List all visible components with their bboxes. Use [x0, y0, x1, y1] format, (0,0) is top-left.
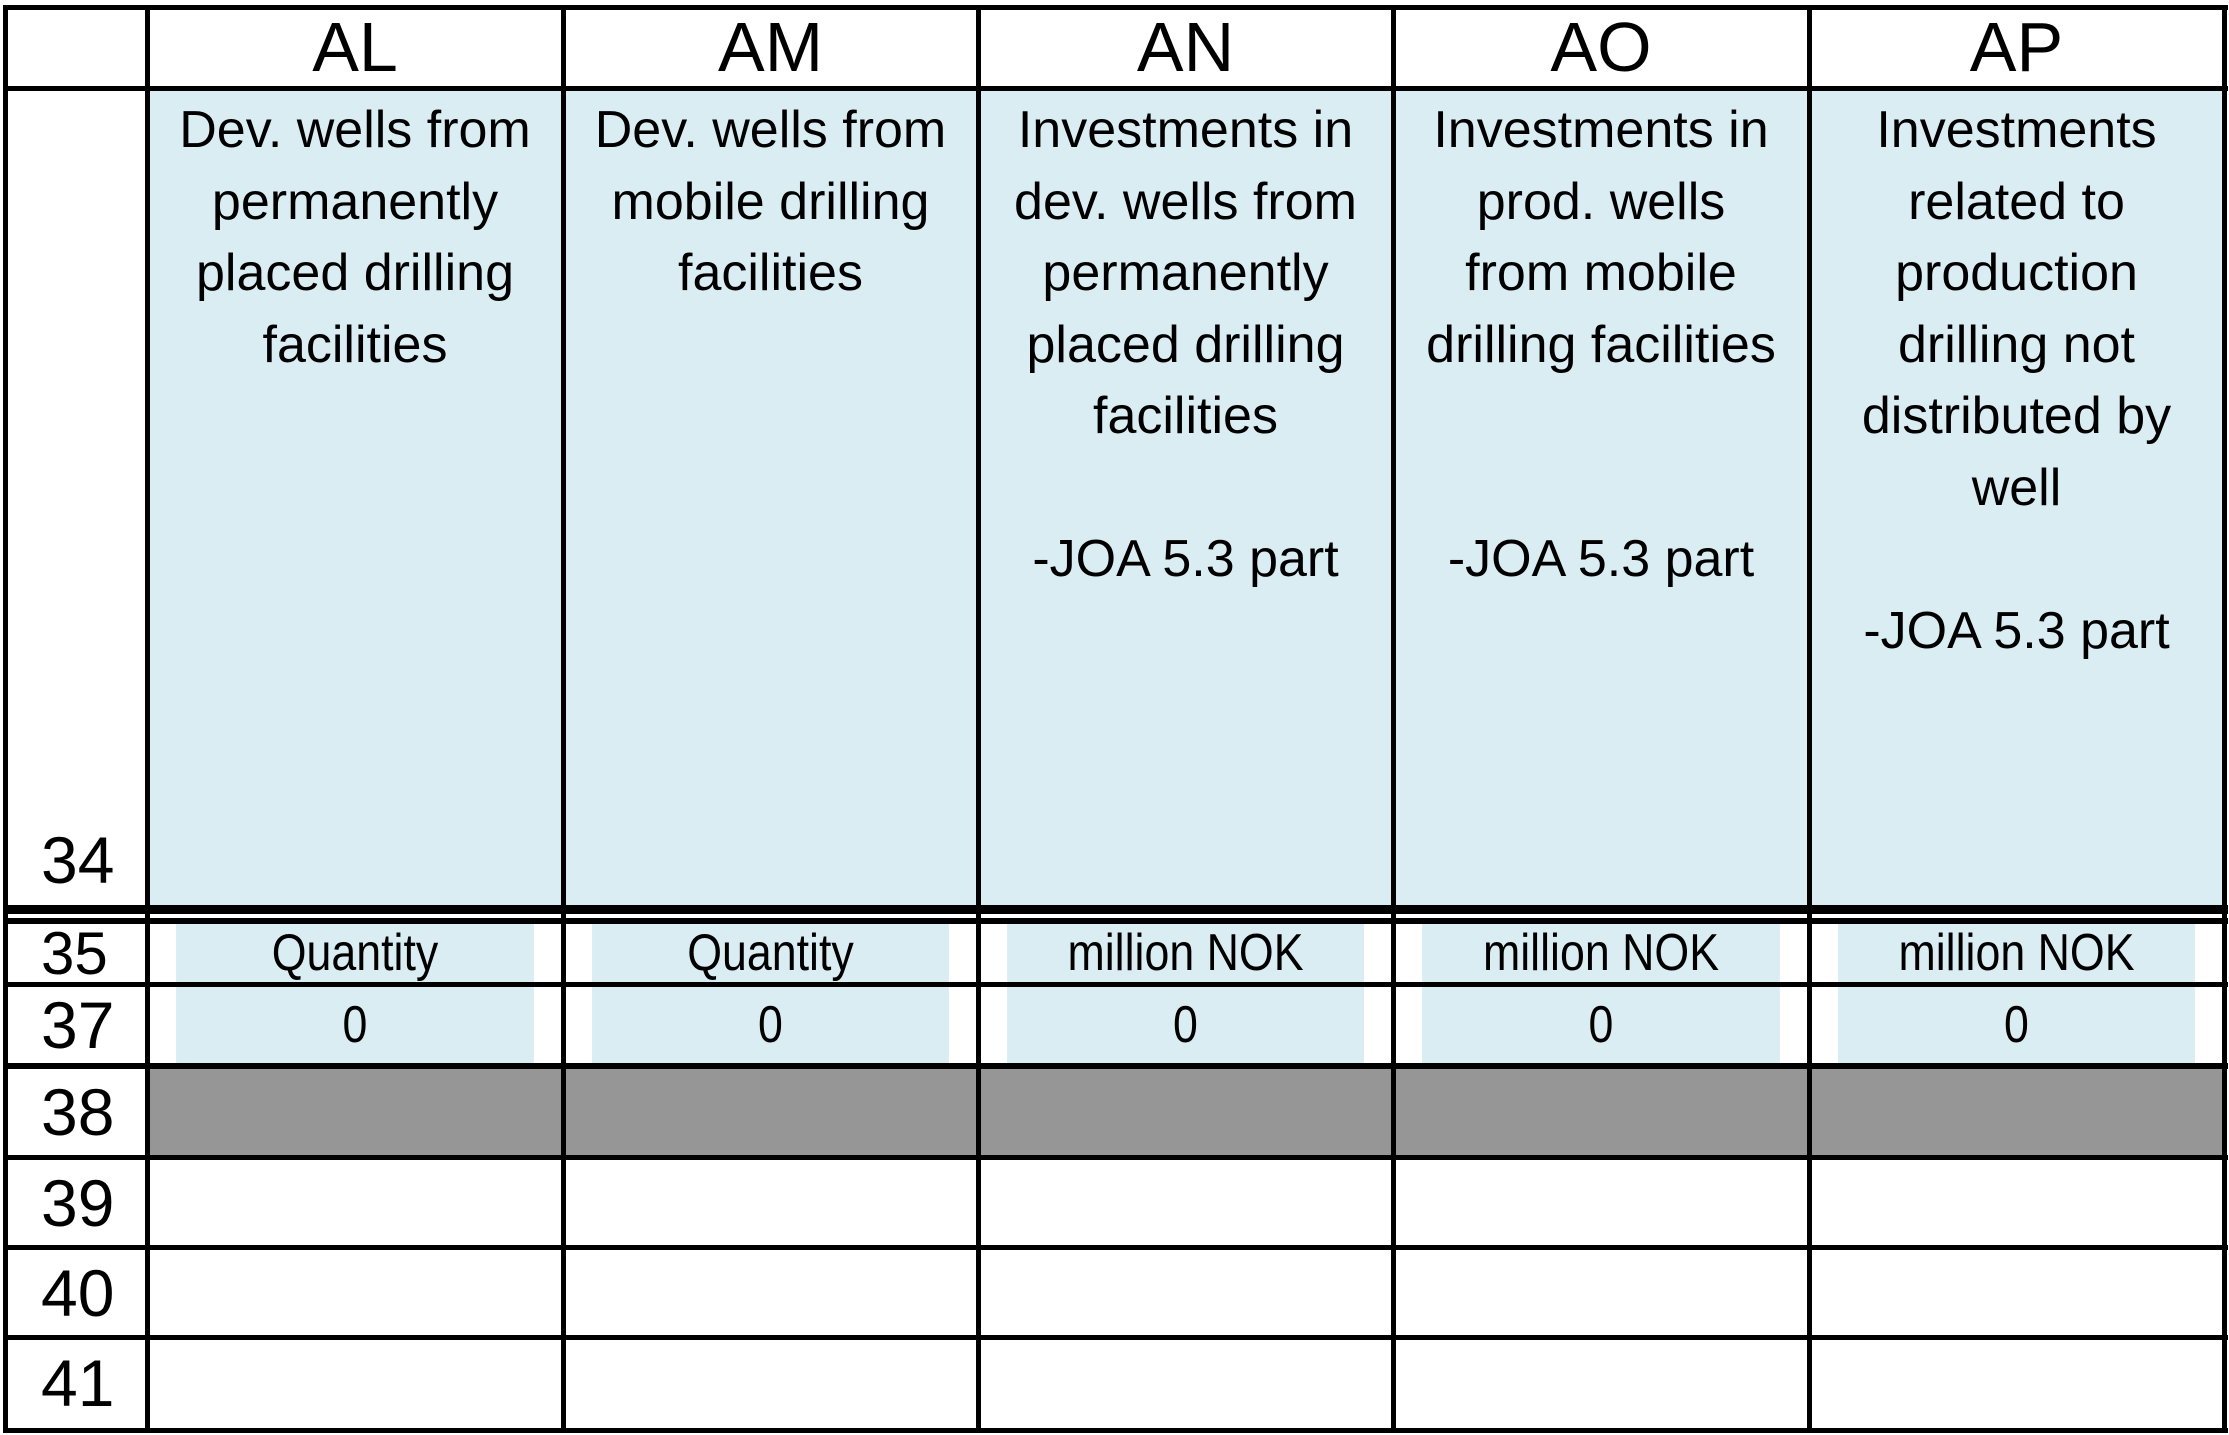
- gridline-horizontal: [5, 86, 2228, 91]
- gridline-horizontal: [5, 905, 2228, 914]
- cell-an37[interactable]: 0: [1007, 985, 1364, 1066]
- gridline-horizontal: [5, 5, 2228, 10]
- column-header-an[interactable]: AN: [1136, 8, 1235, 86]
- cell-al41[interactable]: [147, 1338, 563, 1428]
- gridline-vertical: [2222, 5, 2227, 1433]
- cell-an41[interactable]: [978, 1338, 1393, 1428]
- cell-an38[interactable]: [978, 1066, 1393, 1158]
- gridline-vertical: [3, 5, 8, 1433]
- cell-al34[interactable]: Dev. wells from permanently placed drill…: [147, 89, 563, 910]
- cell-ao37[interactable]: 0: [1422, 985, 1780, 1066]
- gridline-vertical: [561, 5, 566, 1433]
- cell-ap38[interactable]: [1809, 1066, 2224, 1158]
- cell-am40[interactable]: [563, 1248, 978, 1338]
- cell-ap41[interactable]: [1809, 1338, 2224, 1428]
- cell-ap39[interactable]: [1809, 1158, 2224, 1248]
- cell-ao35[interactable]: million NOK: [1422, 922, 1780, 985]
- cell-ao41[interactable]: [1393, 1338, 1809, 1428]
- row-header-35[interactable]: 35: [41, 920, 108, 987]
- gridline-horizontal: [5, 1428, 2228, 1433]
- cell-am41[interactable]: [563, 1338, 978, 1428]
- cell-ap35[interactable]: million NOK: [1838, 922, 2195, 985]
- row-header-37[interactable]: 37: [41, 988, 115, 1062]
- cell-an34[interactable]: Investments in dev. wells from permanent…: [978, 89, 1393, 910]
- gridline-horizontal: [5, 1155, 2228, 1160]
- gridline-horizontal: [5, 982, 2228, 987]
- cell-am37[interactable]: 0: [592, 985, 949, 1066]
- gridline-vertical: [1807, 5, 1812, 1433]
- column-header-al[interactable]: AL: [312, 8, 398, 86]
- row-header-40[interactable]: 40: [41, 1256, 115, 1330]
- gridline-vertical: [1391, 5, 1396, 1433]
- row-header-38[interactable]: 38: [41, 1075, 115, 1149]
- column-header-ao[interactable]: AO: [1550, 8, 1652, 86]
- gridline-horizontal: [5, 1063, 2228, 1069]
- cell-ao40[interactable]: [1393, 1248, 1809, 1338]
- cell-ap40[interactable]: [1809, 1248, 2224, 1338]
- gridline-horizontal: [5, 1245, 2228, 1250]
- cell-al40[interactable]: [147, 1248, 563, 1338]
- gridline-horizontal: [5, 918, 2228, 924]
- cell-al38[interactable]: [147, 1066, 563, 1158]
- cell-am35[interactable]: Quantity: [592, 922, 949, 985]
- row-header-39[interactable]: 39: [41, 1166, 115, 1240]
- column-header-ap[interactable]: AP: [1969, 8, 2064, 86]
- cell-al39[interactable]: [147, 1158, 563, 1248]
- select-all-corner[interactable]: [5, 5, 147, 89]
- cell-ap34[interactable]: Investments related to production drilli…: [1809, 89, 2224, 910]
- cell-an39[interactable]: [978, 1158, 1393, 1248]
- cell-ao38[interactable]: [1393, 1066, 1809, 1158]
- cell-am39[interactable]: [563, 1158, 978, 1248]
- cell-ao34[interactable]: Investments in prod. wells from mobile d…: [1393, 89, 1809, 910]
- cell-al37[interactable]: 0: [176, 985, 534, 1066]
- cell-ao39[interactable]: [1393, 1158, 1809, 1248]
- gridline-horizontal: [5, 1335, 2228, 1340]
- cell-an40[interactable]: [978, 1248, 1393, 1338]
- cell-al35[interactable]: Quantity: [176, 922, 534, 985]
- cell-am38[interactable]: [563, 1066, 978, 1158]
- row-header-41[interactable]: 41: [41, 1346, 115, 1420]
- gridline-vertical: [976, 5, 981, 1433]
- cell-an35[interactable]: million NOK: [1007, 922, 1364, 985]
- cell-am34[interactable]: Dev. wells from mobile drilling faciliti…: [563, 89, 978, 910]
- column-header-am[interactable]: AM: [718, 8, 823, 86]
- cell-ap37[interactable]: 0: [1838, 985, 2195, 1066]
- row-header-34[interactable]: 34: [41, 823, 115, 897]
- gridline-vertical: [145, 5, 150, 1433]
